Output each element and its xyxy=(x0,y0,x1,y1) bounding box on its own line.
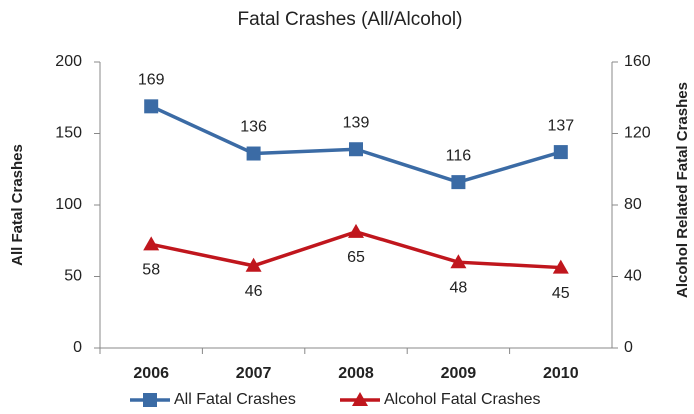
x-tick-label: 2008 xyxy=(338,365,374,382)
data-point xyxy=(143,236,160,251)
data-label: 65 xyxy=(347,249,365,266)
legend-label: Alcohol Fatal Crashes xyxy=(384,391,541,408)
data-point xyxy=(246,146,261,161)
y2-tick-label: 120 xyxy=(624,125,651,142)
data-point xyxy=(553,145,568,160)
data-point xyxy=(348,223,364,238)
legend-label: All Fatal Crashes xyxy=(174,391,296,408)
x-tick-label: 2010 xyxy=(543,365,579,382)
y2-tick-label: 160 xyxy=(624,53,651,70)
legend-marker xyxy=(143,393,157,407)
legend-marker xyxy=(352,392,368,406)
data-point xyxy=(450,254,467,269)
data-point xyxy=(451,175,466,190)
data-label: 137 xyxy=(547,117,574,134)
data-point xyxy=(349,142,363,157)
y2-tick-label: 0 xyxy=(624,339,633,356)
data-label: 46 xyxy=(245,283,263,300)
y-tick-label: 50 xyxy=(64,268,82,285)
y2-axis-label: Alcohol Related Fatal Crashes xyxy=(674,82,691,298)
chart-title: Fatal Crashes (All/Alcohol) xyxy=(238,9,463,30)
data-point xyxy=(245,257,262,272)
y-tick-label: 150 xyxy=(55,125,82,142)
data-label: 139 xyxy=(343,114,370,131)
data-label: 48 xyxy=(450,279,468,296)
data-point xyxy=(552,259,569,274)
data-label: 136 xyxy=(240,119,267,136)
data-label: 45 xyxy=(552,285,570,302)
data-label: 58 xyxy=(142,262,160,279)
y2-tick-label: 80 xyxy=(624,196,642,213)
y-axis-label: All Fatal Crashes xyxy=(9,144,26,266)
y-tick-label: 0 xyxy=(73,339,82,356)
x-tick-label: 2007 xyxy=(236,365,272,382)
x-tick-label: 2006 xyxy=(133,365,169,382)
y-tick-label: 200 xyxy=(55,53,82,70)
y-tick-label: 100 xyxy=(55,196,82,213)
x-tick-label: 2009 xyxy=(441,365,477,382)
y2-tick-label: 40 xyxy=(624,268,642,285)
data-label: 116 xyxy=(446,147,472,164)
data-label: 169 xyxy=(138,72,165,89)
data-point xyxy=(144,99,159,114)
